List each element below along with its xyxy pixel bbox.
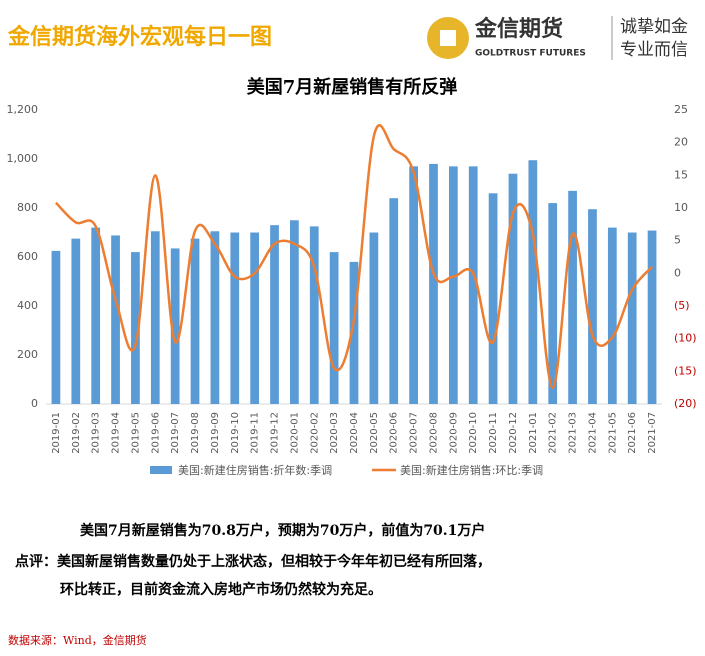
x-tick-label: 2020-10 — [468, 412, 479, 454]
bar — [409, 166, 418, 404]
y2-tick-label: 0 — [674, 266, 681, 279]
bar — [468, 166, 478, 404]
bar — [309, 226, 319, 404]
slogan: 专业而信 — [620, 40, 688, 60]
logo — [427, 17, 469, 59]
x-tick-label: 2021-07 — [647, 412, 658, 454]
logo-icon-hole — [440, 30, 456, 46]
y-tick-label: 1,200 — [7, 103, 39, 116]
y-tick-label: 200 — [17, 348, 38, 361]
bar — [588, 209, 597, 404]
bar — [488, 193, 498, 404]
note: 点评：美国新屋销售数量仍处于上涨状态，但相较于今年年初已经有所回落， — [15, 553, 491, 570]
y2-tick-label: 5 — [674, 234, 681, 247]
x-tick-label: 2020-03 — [329, 412, 340, 454]
slogan: 诚挚如金 — [620, 17, 688, 37]
y2-tick-label: (15) — [674, 364, 697, 377]
note: 环比转正，目前资金流入房地产市场仍然较为充足。 — [60, 581, 382, 598]
x-tick-label: 2021-06 — [627, 412, 638, 454]
x-tick-label: 2019-12 — [270, 412, 281, 454]
y2-tick-label: 25 — [674, 103, 688, 116]
x-tick-label: 2020-04 — [349, 412, 360, 454]
x-tick-label: 2020-07 — [409, 412, 420, 454]
x-tick-label: 2020-11 — [488, 412, 499, 454]
note: 美国7月新屋销售为70.8万户，预期为70万户，前值为70.1万户 — [80, 522, 485, 539]
bar — [290, 220, 299, 404]
x-tick-label: 2020-01 — [289, 412, 300, 454]
x-tick-label: 2019-11 — [250, 412, 261, 454]
x-tick-label: 2020-05 — [369, 412, 380, 454]
y-tick-label: 0 — [31, 397, 38, 410]
x-tick-label: 2021-03 — [568, 412, 579, 454]
y2-tick-label: (10) — [674, 332, 697, 345]
legend-swatch — [150, 466, 172, 474]
x-tick-label: 2021-01 — [528, 412, 539, 454]
x-tick-label: 2019-07 — [170, 412, 181, 454]
x-tick-label: 2020-06 — [389, 412, 400, 454]
x-tick-label: 2021-05 — [607, 412, 618, 454]
source: 数据来源：Wind，金信期货 — [8, 633, 147, 647]
y2-tick-label: (20) — [674, 397, 697, 410]
x-tick-label: 2019-09 — [210, 412, 221, 454]
logo-name: 金信期货 — [474, 16, 563, 42]
bar — [210, 231, 220, 404]
x-tick-label: 2020-02 — [309, 412, 320, 454]
bar — [548, 203, 558, 404]
bar — [250, 232, 260, 404]
x-tick-label: 2020-08 — [428, 412, 439, 454]
bar — [369, 232, 379, 404]
bar — [389, 198, 399, 404]
bar — [150, 231, 160, 404]
x-tick-label: 2019-01 — [51, 412, 62, 454]
bar — [448, 166, 458, 404]
bar — [91, 227, 101, 404]
y2-tick-label: 15 — [674, 168, 688, 181]
page-title: 金信期货海外宏观每日一图 — [7, 24, 272, 50]
bar — [627, 232, 637, 404]
y-tick-label: 800 — [17, 201, 38, 214]
x-tick-label: 2021-04 — [587, 412, 598, 454]
bar — [71, 238, 81, 404]
x-tick-label: 2020-12 — [508, 412, 519, 454]
legend-label: 美国:新建住房销售:环比:季调 — [400, 463, 543, 477]
bar — [329, 252, 339, 404]
bar — [170, 248, 180, 404]
bar — [647, 230, 657, 404]
bar — [349, 261, 359, 404]
chart-title: 美国7月新屋销售有所反弹 — [247, 76, 458, 98]
x-tick-label: 2019-02 — [71, 412, 82, 454]
x-tick-label: 2019-08 — [190, 412, 201, 454]
bar — [528, 160, 538, 404]
legend-label: 美国:新建住房销售:折年数:季调 — [178, 463, 332, 477]
y-tick-label: 600 — [17, 250, 38, 263]
x-tick-label: 2019-06 — [150, 412, 161, 454]
bar — [429, 163, 438, 404]
bar — [270, 225, 279, 404]
x-tick-label: 2021-02 — [548, 412, 559, 454]
x-tick-label: 2020-09 — [448, 412, 459, 454]
bar — [111, 235, 120, 404]
bar — [190, 238, 200, 404]
y2-tick-label: 20 — [674, 136, 688, 149]
x-tick-label: 2019-10 — [230, 412, 241, 454]
y-tick-label: 400 — [17, 299, 38, 312]
logo-en: GOLDTRUST FUTURES — [475, 49, 586, 59]
bar — [607, 227, 617, 404]
x-tick-label: 2019-04 — [111, 412, 122, 454]
y2-tick-label: (5) — [674, 299, 690, 312]
bar — [230, 232, 240, 404]
x-tick-label: 2019-03 — [91, 412, 102, 454]
bar — [568, 190, 577, 404]
x-tick-label: 2019-05 — [130, 412, 141, 454]
bar — [51, 250, 61, 404]
y-tick-label: 1,000 — [7, 152, 39, 165]
line — [55, 124, 654, 389]
y2-tick-label: 10 — [674, 201, 688, 214]
bar — [131, 252, 140, 404]
bar — [508, 173, 518, 404]
